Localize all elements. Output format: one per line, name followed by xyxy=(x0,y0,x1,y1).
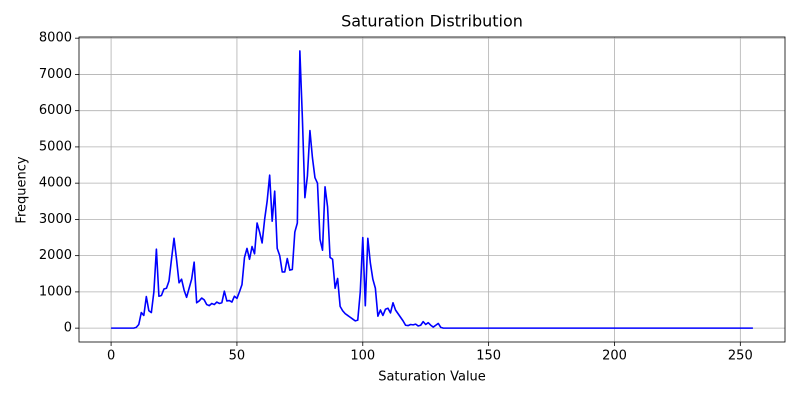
y-tick-label: 5000 xyxy=(39,139,72,154)
x-tick-label: 100 xyxy=(350,349,375,364)
data-line xyxy=(111,50,753,329)
x-tick-label: 200 xyxy=(602,349,627,364)
y-tick-label: 8000 xyxy=(39,31,72,46)
x-tick-label: 50 xyxy=(229,349,246,364)
x-tick-label: 150 xyxy=(476,349,501,364)
y-tick-label: 6000 xyxy=(39,103,72,118)
y-tick-label: 0 xyxy=(64,321,72,336)
y-tick-label: 2000 xyxy=(39,248,72,263)
y-tick-label: 1000 xyxy=(39,284,72,299)
chart-title: Saturation Distribution xyxy=(341,12,523,31)
x-tick-label: 250 xyxy=(728,349,753,364)
y-tick-label: 7000 xyxy=(39,67,72,82)
plot-frame xyxy=(78,36,786,343)
y-tick-label: 3000 xyxy=(39,212,72,227)
x-axis-label: Saturation Value xyxy=(378,370,486,385)
y-tick-label: 4000 xyxy=(39,176,72,191)
x-tick-label: 0 xyxy=(107,349,115,364)
y-axis-label: Frequency xyxy=(15,156,30,223)
